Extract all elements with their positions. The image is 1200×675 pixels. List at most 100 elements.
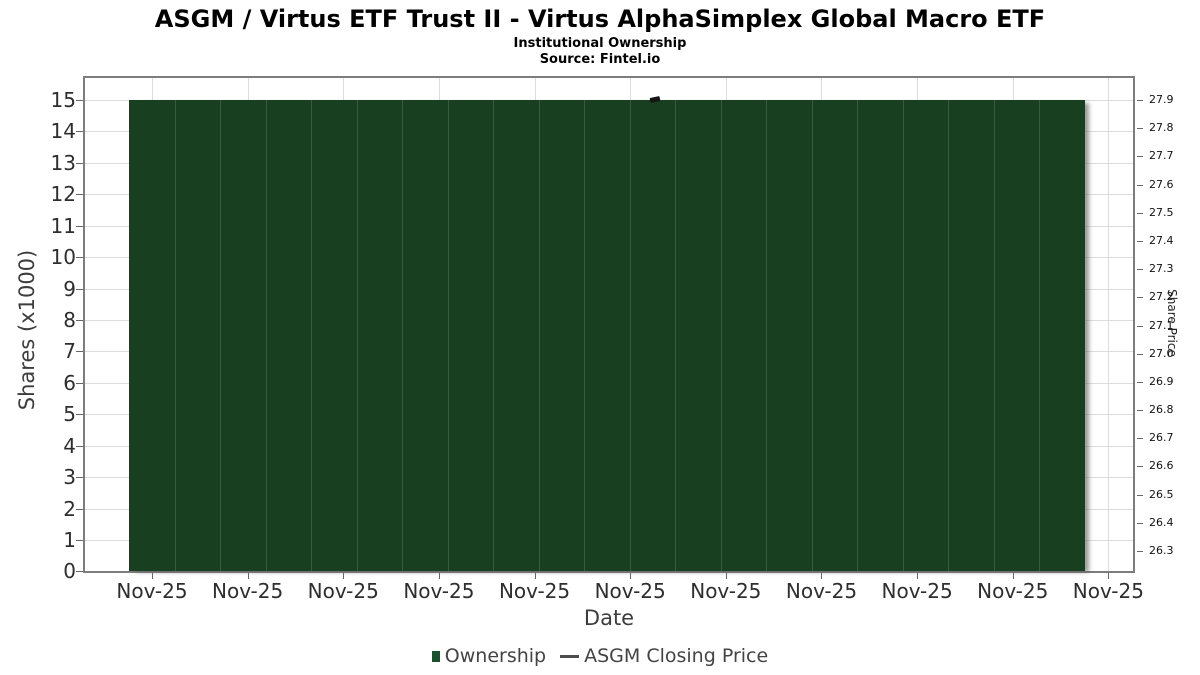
left-axis-tick-label: 4 [63,433,76,458]
x-axis-tickmark [438,573,440,579]
x-axis-tick-label: Nov-25 [498,579,571,603]
left-axis-tickmark [76,571,83,573]
x-axis-tick-label: Nov-25 [212,579,284,603]
right-axis-tickmark [1137,466,1143,468]
right-axis-tick-label: 27.7 [1149,149,1174,163]
x-axis-tick-label: Nov-25 [785,579,858,603]
left-axis-tickmark [76,131,83,133]
ownership-bar [629,100,675,572]
left-axis-tickmark [76,351,83,353]
left-axis-tick-label: 8 [63,308,76,332]
right-axis-tick-label: 27.9 [1149,93,1174,106]
ownership-bar [538,100,584,572]
x-axis-tick-label: Nov-25 [977,579,1049,603]
ownership-bar [220,100,266,572]
x-axis-tickmark [1012,573,1014,579]
ownership-swatch-icon [431,650,440,662]
right-axis-tick-label: 26.6 [1149,459,1174,473]
right-axis-tick-label: 27.1 [1149,318,1174,332]
right-axis-tick-label: 26.8 [1149,403,1174,417]
legend-label-closing-price: ASGM Closing Price [584,645,769,667]
right-axis-tickmark [1137,410,1143,412]
ownership-bar [493,100,539,572]
chart-source: Source: Fintel.io [539,52,661,67]
left-axis-tickmark [76,445,83,447]
x-axis-tickmark [343,573,345,579]
right-axis-tick-label: 26.3 [1149,544,1174,558]
ownership-bar [902,100,948,572]
left-axis-tick-label: 10 [50,245,76,270]
left-axis-tick-label: 14 [50,119,76,144]
ownership-bar [447,100,493,572]
x-axis-tickmark [821,573,823,579]
right-axis-tick-label: 27.2 [1149,290,1174,304]
left-axis-tick-label: 7 [63,339,76,364]
right-axis-tick-label: 27.8 [1149,121,1174,135]
right-axis-tickmark [1137,551,1143,553]
left-axis-tickmark [76,100,83,101]
right-axis-tick-label: 26.5 [1149,487,1174,501]
right-axis-tick-label: 27.3 [1149,262,1174,276]
left-axis-tickmark [76,382,83,384]
legend-item-closing-price[interactable]: ASGM Closing Price [560,645,768,667]
left-axis-tickmark [76,288,83,290]
ownership-bar [356,100,402,572]
ownership-bar [584,100,630,572]
left-axis-tick-label: 3 [63,465,76,490]
v-gridline [1108,78,1110,571]
x-axis-tick-label: Nov-25 [116,579,188,603]
right-axis-tickmark [1137,240,1143,242]
right-axis-tickmark [1137,100,1143,101]
left-axis-tick-label: 13 [50,150,76,175]
left-axis-tick-label: 2 [63,496,76,521]
x-axis-tickmark [725,573,727,579]
left-axis-tick-label: 0 [63,559,76,584]
x-axis-tick-label: Nov-25 [1072,579,1144,603]
right-axis-tickmark [1137,212,1143,214]
ownership-bar [129,100,175,572]
right-axis-tickmark [1137,325,1143,327]
right-axis-tick-label: 26.9 [1149,374,1174,388]
right-axis-tick-label: 26.7 [1149,431,1174,445]
right-axis-tick-label: 27.5 [1149,205,1174,219]
chart-subtitle: Institutional Ownership [513,36,687,51]
ownership-bar [993,100,1039,572]
legend-label-ownership: Ownership [444,645,547,667]
left-axis-tickmark [76,540,83,542]
ownership-bar [265,100,311,572]
left-axis-tickmark [76,477,83,479]
right-axis-tickmark [1137,353,1143,355]
left-axis-tick-label: 5 [63,402,76,427]
x-axis-tickmark [917,573,919,579]
left-axis-tick-label: 1 [63,528,76,553]
x-axis-tickmark [152,573,153,579]
right-axis-tickmark [1137,381,1143,383]
x-axis-tickmark [534,573,536,579]
left-axis-tickmark [76,414,83,416]
right-axis-tick-label: 27.0 [1149,346,1174,360]
x-axis-tick-label: Nov-25 [594,579,666,603]
x-axis-tickmark [1108,573,1110,579]
legend-item-ownership[interactable]: Ownership [431,645,547,667]
right-axis-tick-label: 27.6 [1149,177,1174,191]
left-axis-tickmark [76,225,83,227]
left-axis-tick-label: 6 [63,370,76,395]
x-axis-tick-label: Nov-25 [690,579,762,603]
x-axis-tickmark [630,573,632,579]
plot-area [83,76,1135,573]
right-axis-tickmark [1137,128,1143,130]
x-axis-tickmark [247,573,249,579]
x-axis-tick-label: Nov-25 [403,579,475,603]
right-axis-tickmark [1137,156,1143,158]
left-axis-tickmark [76,162,83,164]
x-axis-title: Date [583,606,635,630]
ownership-bar [720,100,766,572]
ownership-bar [857,100,903,572]
x-axis-tick-label: Nov-25 [881,579,953,603]
right-axis-tickmark [1137,269,1143,271]
left-axis-tick-label: 12 [50,182,76,207]
right-axis-tickmark [1137,494,1143,496]
ownership-bar [311,100,357,572]
left-axis-tick-label: 11 [50,213,76,238]
